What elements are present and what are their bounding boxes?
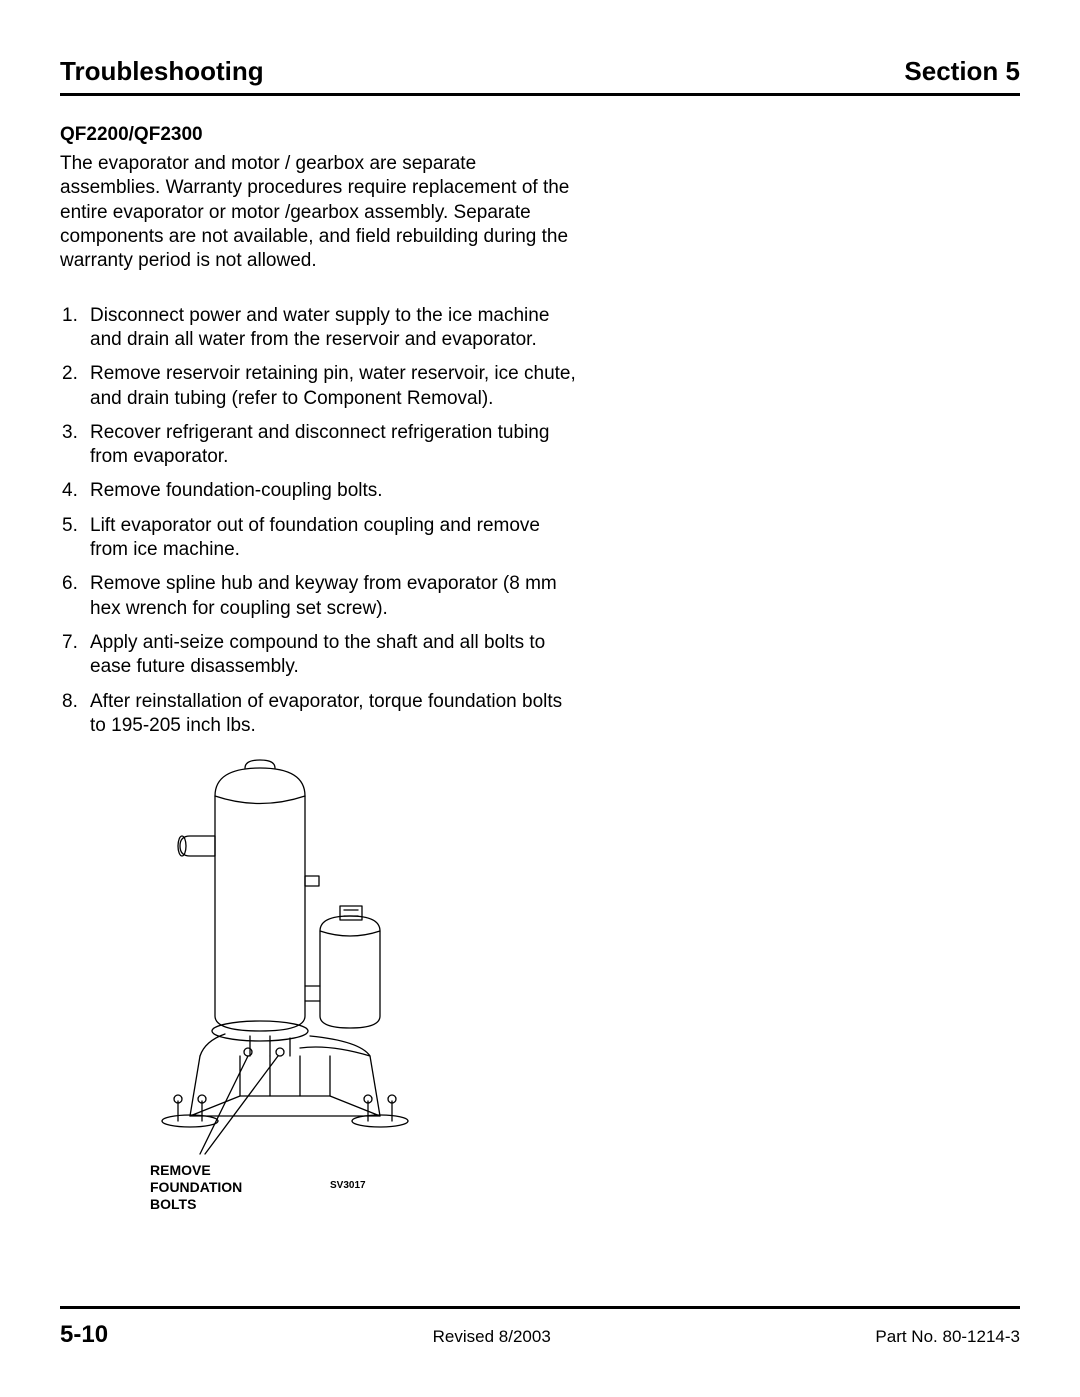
step-item: Recover refrigerant and disconnect refri… xyxy=(90,421,580,470)
step-item: Remove spline hub and keyway from evapor… xyxy=(90,572,580,621)
step-item: After reinstallation of evaporator, torq… xyxy=(90,690,580,739)
header-left: Troubleshooting xyxy=(60,56,264,87)
intro-paragraph: The evaporator and motor / gearbox are s… xyxy=(60,152,580,274)
callout-line: FOUNDATION xyxy=(150,1179,242,1195)
callout-line: REMOVE xyxy=(150,1162,211,1178)
step-item: Remove reservoir retaining pin, water re… xyxy=(90,362,580,411)
figure: REMOVE FOUNDATION BOLTS SV3017 xyxy=(130,756,490,1222)
page: Troubleshooting Section 5 QF2200/QF2300 … xyxy=(0,0,1080,1397)
step-item: Lift evaporator out of foundation coupli… xyxy=(90,514,580,563)
page-number: 5-10 xyxy=(60,1321,108,1349)
step-item: Apply anti-seize compound to the shaft a… xyxy=(90,631,580,680)
evaporator-diagram xyxy=(130,756,420,1156)
header-row: Troubleshooting Section 5 xyxy=(60,56,1020,96)
revised-date: Revised 8/2003 xyxy=(433,1327,551,1347)
footer-rule xyxy=(60,1306,1020,1309)
callout-remove-foundation-bolts: REMOVE FOUNDATION BOLTS xyxy=(150,1162,242,1212)
step-item: Remove foundation-coupling bolts. xyxy=(90,479,580,503)
callout-line: BOLTS xyxy=(150,1196,196,1212)
step-list: Disconnect power and water supply to the… xyxy=(60,304,580,739)
content-column: QF2200/QF2300 The evaporator and motor /… xyxy=(60,96,580,1222)
step-item: Disconnect power and water supply to the… xyxy=(90,304,580,353)
model-subhead: QF2200/QF2300 xyxy=(60,124,580,146)
figure-ref: SV3017 xyxy=(330,1180,366,1191)
part-number: Part No. 80-1214-3 xyxy=(875,1327,1020,1347)
header-right: Section 5 xyxy=(904,56,1020,87)
footer-row: 5-10 Revised 8/2003 Part No. 80-1214-3 xyxy=(60,1321,1020,1349)
figure-labels: REMOVE FOUNDATION BOLTS SV3017 xyxy=(130,1162,490,1222)
